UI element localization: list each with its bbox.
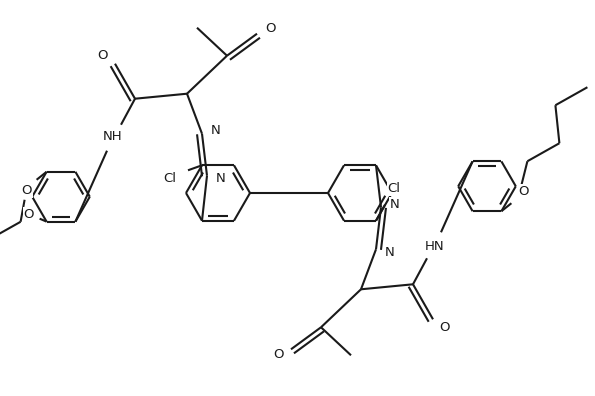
Text: NH: NH [103,130,123,143]
Text: O: O [518,185,528,198]
Text: HN: HN [425,240,445,253]
Text: Cl: Cl [387,182,400,195]
Text: N: N [211,124,221,137]
Text: O: O [98,49,108,62]
Text: N: N [216,172,226,185]
Text: Cl: Cl [164,172,177,185]
Text: O: O [23,208,34,221]
Text: N: N [390,198,400,211]
Text: O: O [265,22,275,35]
Text: N: N [385,246,395,259]
Text: O: O [273,348,283,361]
Text: O: O [21,184,32,197]
Text: O: O [440,321,450,334]
